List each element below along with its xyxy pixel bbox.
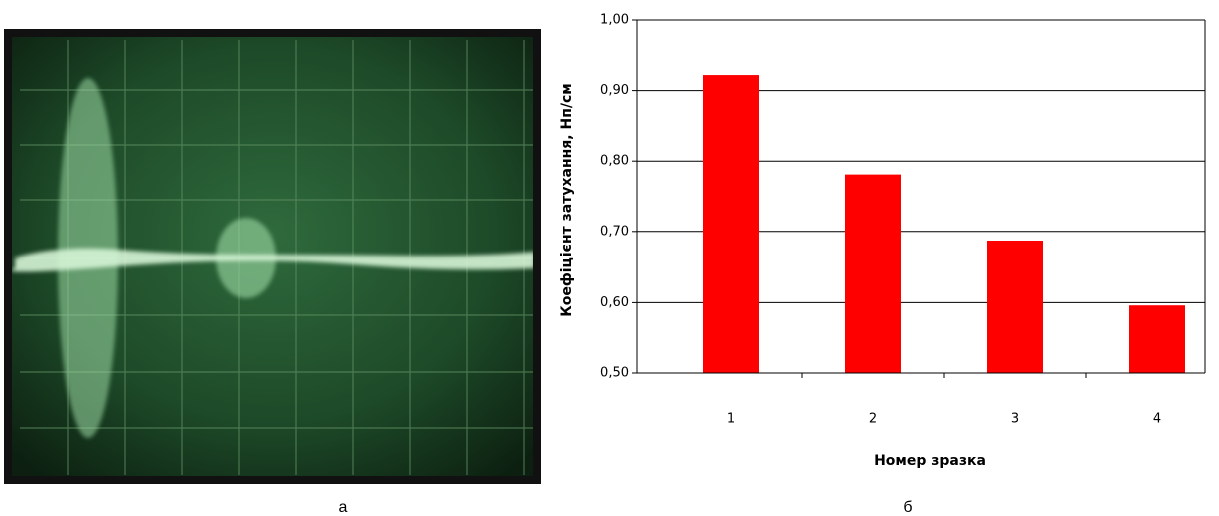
x-tick-label: 3 (1011, 412, 1019, 427)
bar (1129, 305, 1185, 373)
y-tick-label: 0,90 (600, 83, 629, 98)
x-axis-label: Номер зразка (874, 453, 986, 469)
x-tick-label: 1 (727, 412, 735, 427)
oscilloscope-photo (4, 29, 541, 484)
x-tick-label: 2 (869, 412, 877, 427)
bar (703, 75, 759, 374)
plot-area: 0,50 0,60 0,70 0,80 0,90 1,00 1 2 3 4 (600, 13, 1206, 427)
panel-label: б (903, 499, 912, 516)
y-tick-label: 0,60 (600, 295, 629, 310)
y-tick-label: 0,50 (600, 366, 629, 381)
bar (845, 174, 901, 373)
y-tick-label: 0,70 (600, 224, 629, 239)
y-axis-label: Коефіцієнт затухання, Нп/см (559, 83, 575, 316)
x-tick-label: 4 (1153, 412, 1161, 427)
panel-label: а (339, 499, 348, 516)
y-tick-label: 0,80 (600, 154, 629, 169)
bar (987, 240, 1043, 373)
y-tick-label: 1,00 (600, 13, 629, 28)
